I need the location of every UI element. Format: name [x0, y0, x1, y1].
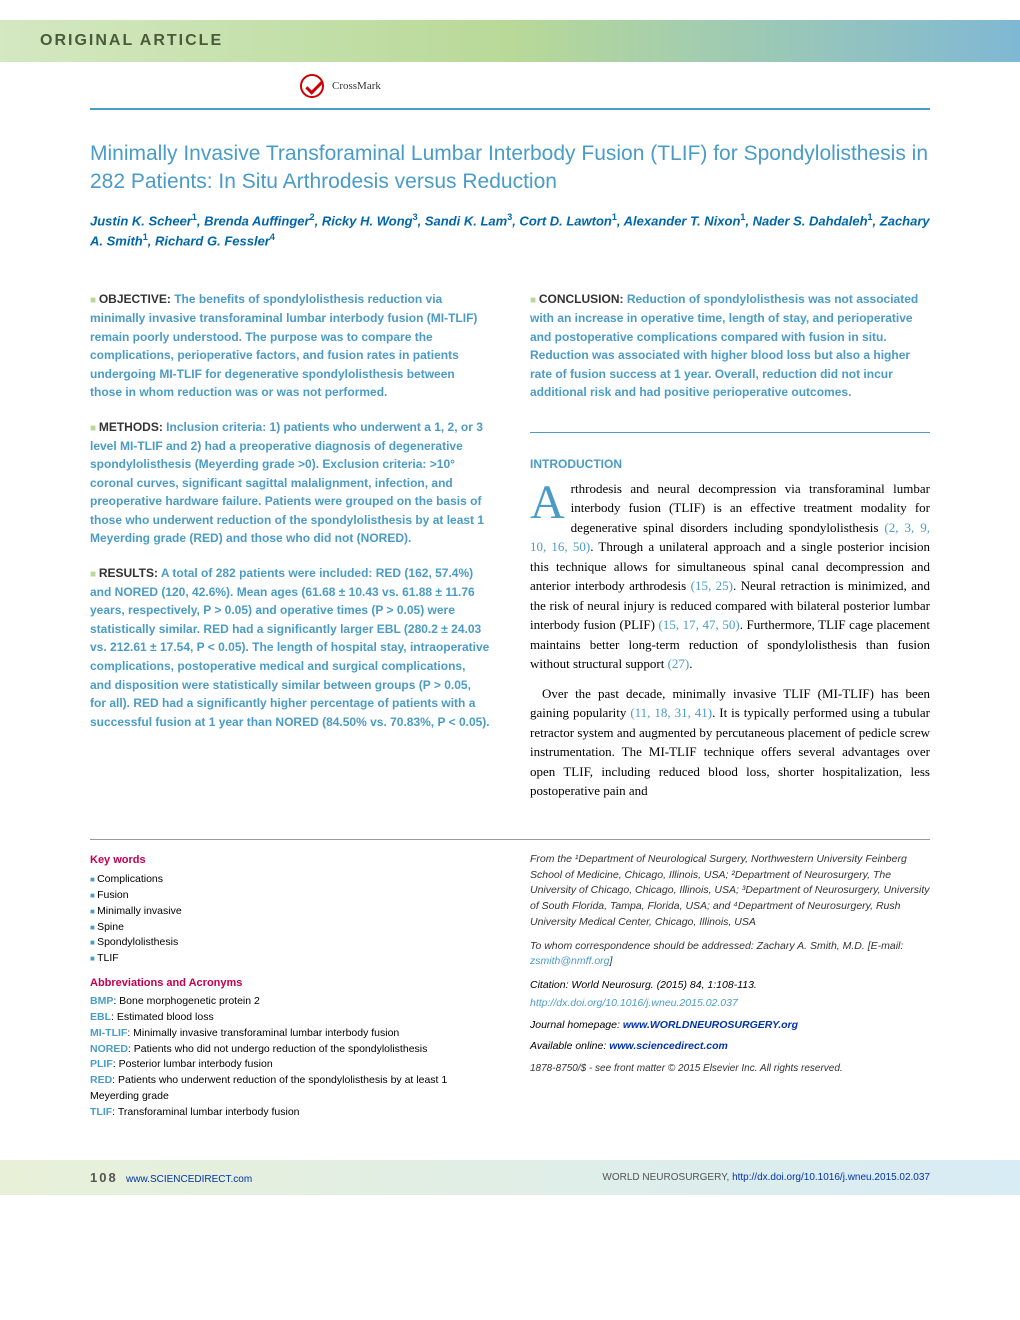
abbreviation-item: BMP: Bone morphogenetic protein 2: [90, 994, 490, 1010]
abstract-objective: OBJECTIVE: The benefits of spondylolisth…: [90, 290, 490, 402]
keyword-item: Minimally invasive: [90, 904, 490, 920]
abbreviation-item: NORED: Patients who did not undergo redu…: [90, 1042, 490, 1058]
author-list: Justin K. Scheer1, Brenda Auffinger2, Ri…: [90, 211, 930, 251]
crossmark-icon: [300, 74, 324, 98]
correspondence: To whom correspondence should be address…: [530, 939, 930, 971]
copyright: 1878-8750/$ - see front matter © 2015 El…: [530, 1061, 930, 1076]
keyword-item: Fusion: [90, 888, 490, 904]
abbreviation-item: PLIF: Posterior lumbar interbody fusion: [90, 1057, 490, 1073]
methods-text: Inclusion criteria: 1) patients who unde…: [90, 420, 484, 546]
page-footer-left: 108 www.SCIENCEDIRECT.com: [90, 1170, 252, 1185]
page-number: 108: [90, 1170, 118, 1185]
abbreviations-heading: Abbreviations and Acronyms: [90, 975, 490, 992]
available-online: Available online: www.sciencedirect.com: [530, 1039, 930, 1055]
citation: Citation: World Neurosurg. (2015) 84, 1:…: [530, 978, 930, 994]
methods-label: METHODS:: [90, 420, 163, 434]
abstract-left-column: OBJECTIVE: The benefits of spondylolisth…: [90, 290, 490, 811]
results-text: A total of 282 patients were included: R…: [90, 566, 490, 729]
doi-link[interactable]: http://dx.doi.org/10.1016/j.wneu.2015.02…: [530, 997, 738, 1009]
abbreviation-item: MI-TLIF: Minimally invasive transforamin…: [90, 1026, 490, 1042]
correspondence-email[interactable]: zsmith@nmff.org: [530, 955, 610, 967]
intro-heading: INTRODUCTION: [530, 457, 930, 471]
objective-label: OBJECTIVE:: [90, 292, 171, 306]
page-footer: 108 www.SCIENCEDIRECT.com WORLD NEUROSUR…: [0, 1160, 1020, 1195]
objective-text: The benefits of spondylolisthesis reduct…: [90, 292, 477, 399]
abstract-methods: METHODS: Inclusion criteria: 1) patients…: [90, 418, 490, 548]
keywords-heading: Key words: [90, 852, 490, 869]
keyword-item: Complications: [90, 872, 490, 888]
abbreviations-list: BMP: Bone morphogenetic protein 2EBL: Es…: [90, 994, 490, 1120]
sciencedirect-link[interactable]: www.SCIENCEDIRECT.com: [126, 1174, 252, 1185]
keyword-item: TLIF: [90, 951, 490, 967]
abstract-columns: OBJECTIVE: The benefits of spondylolisth…: [90, 290, 930, 811]
page-footer-right: WORLD NEUROSURGERY, http://dx.doi.org/10…: [602, 1172, 930, 1183]
article-title: Minimally Invasive Transforaminal Lumbar…: [90, 140, 930, 197]
article-type-header: Original Article: [0, 20, 1020, 62]
abstract-right-column: CONCLUSION: Reduction of spondylolisthes…: [530, 290, 930, 811]
footer-doi-link[interactable]: http://dx.doi.org/10.1016/j.wneu.2015.02…: [732, 1172, 930, 1183]
abbreviation-item: TLIF: Transforaminal lumbar interbody fu…: [90, 1105, 490, 1121]
intro-p1: Arthrodesis and neural decompression via…: [530, 479, 930, 674]
keyword-item: Spine: [90, 920, 490, 936]
keywords-column: Key words ComplicationsFusionMinimally i…: [90, 852, 490, 1121]
crossmark[interactable]: CrossMark: [0, 62, 1020, 98]
crossmark-label: CrossMark: [332, 80, 381, 92]
affiliations: From the ¹Department of Neurological Sur…: [530, 852, 930, 931]
abstract-divider: [530, 432, 930, 433]
journal-homepage: Journal homepage: www.WORLDNEUROSURGERY.…: [530, 1018, 930, 1034]
abbreviation-item: RED: Patients who underwent reduction of…: [90, 1073, 490, 1105]
affiliations-column: From the ¹Department of Neurological Sur…: [530, 852, 930, 1121]
journal-homepage-link[interactable]: www.WORLDNEUROSURGERY.org: [623, 1019, 798, 1031]
abstract-conclusion: CONCLUSION: Reduction of spondylolisthes…: [530, 290, 930, 402]
article-footer: Key words ComplicationsFusionMinimally i…: [90, 839, 930, 1121]
intro-p2: Over the past decade, minimally invasive…: [530, 684, 930, 801]
abstract-results: RESULTS: A total of 282 patients were in…: [90, 564, 490, 731]
available-online-link[interactable]: www.sciencedirect.com: [609, 1040, 728, 1052]
abbreviation-item: EBL: Estimated blood loss: [90, 1010, 490, 1026]
keyword-item: Spondylolisthesis: [90, 935, 490, 951]
keywords-list: ComplicationsFusionMinimally invasiveSpi…: [90, 872, 490, 967]
conclusion-label: CONCLUSION:: [530, 292, 624, 306]
results-label: RESULTS:: [90, 566, 158, 580]
article-type-label: Original Article: [40, 32, 223, 49]
conclusion-text: Reduction of spondylolisthesis was not a…: [530, 292, 918, 399]
